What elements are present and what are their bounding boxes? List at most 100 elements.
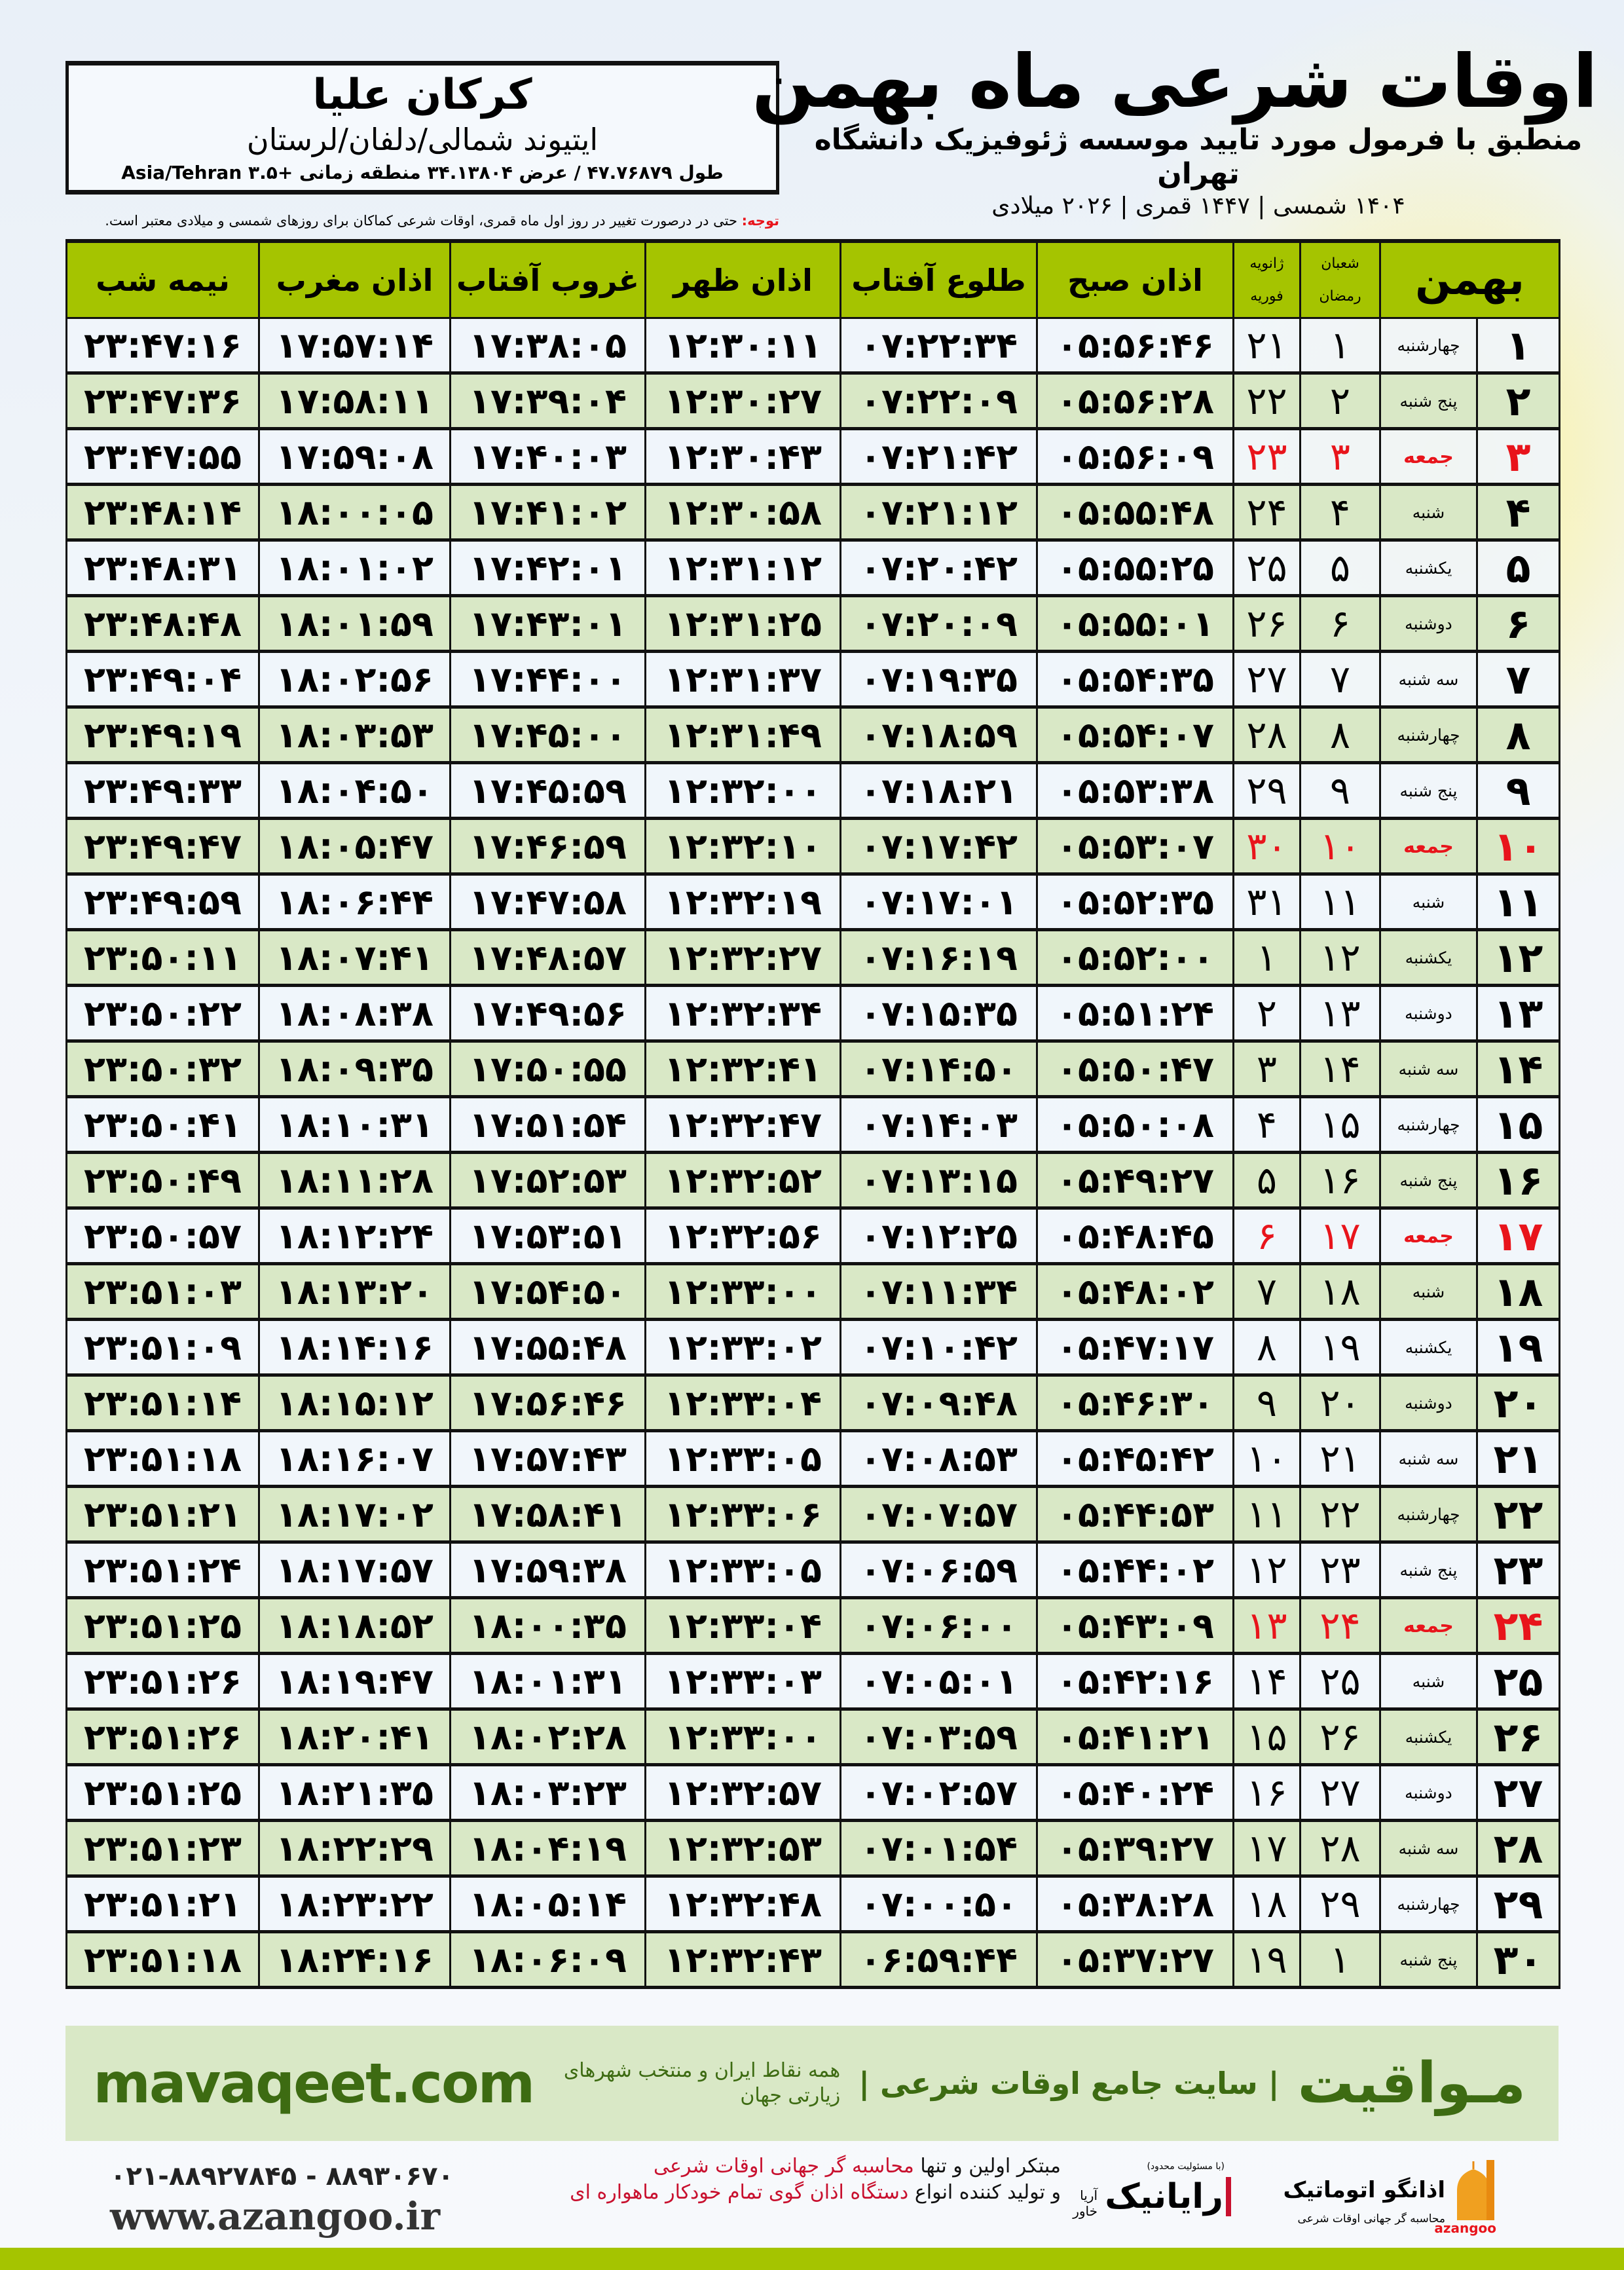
cell-weekday: یکشنبه	[1379, 929, 1478, 987]
table-row: ۲۵ شنبه ۲۵ ۱۴ ۰۵:۴۲:۱۶ ۰۷:۰۵:۰۱ ۱۲:۳۳:۰۳ ۱۸:۰۱:…	[65, 1653, 1560, 1711]
cell-day: ۲	[1476, 373, 1560, 430]
cell-fajr: ۰۵:۵۶:۰۹	[1036, 428, 1234, 486]
cell-dhuhr: ۱۲:۳۲:۱۰	[644, 818, 841, 876]
cell-maghrib: ۱۸:۲۲:۲۹	[258, 1820, 451, 1878]
cell-hijri: ۲۳	[1299, 1542, 1381, 1599]
azangoo-website[interactable]: www.azangoo.ir	[110, 2194, 441, 2239]
cell-midnight: ۲۳:۵۰:۴۱	[65, 1096, 260, 1154]
cell-day: ۱	[1476, 318, 1560, 375]
cell-midnight: ۲۳:۵۰:۵۷	[65, 1208, 260, 1265]
cell-weekday: چهارشنبه	[1379, 318, 1478, 375]
year-dates: ۱۴۰۴ شمسی | ۱۴۴۷ قمری | ۲۰۲۶ میلادی	[991, 193, 1405, 219]
cell-weekday: چهارشنبه	[1379, 1096, 1478, 1154]
cell-sunset: ۱۸:۰۱:۳۱	[449, 1653, 646, 1711]
cell-greg: ۷	[1232, 1263, 1301, 1321]
cell-dhuhr: ۱۲:۳۳:۰۴	[644, 1375, 841, 1432]
page-header: اوقات شرعی ماه بهمن منطبق با فرمول مورد …	[752, 41, 1598, 221]
cell-day: ۴	[1476, 484, 1560, 542]
cell-hijri: ۱۳	[1299, 985, 1381, 1043]
cell-sunrise: ۰۷:۰۹:۴۸	[840, 1375, 1038, 1432]
cell-greg: ۱۴	[1232, 1653, 1301, 1711]
cell-sunrise: ۰۷:۰۸:۵۳	[840, 1430, 1038, 1488]
cell-fajr: ۰۵:۴۲:۱۶	[1036, 1653, 1234, 1711]
cell-fajr: ۰۵:۵۶:۲۸	[1036, 373, 1234, 430]
cell-dhuhr: ۱۲:۳۲:۵۶	[644, 1208, 841, 1265]
cell-sunset: ۱۷:۵۴:۵۰	[449, 1263, 646, 1321]
cell-sunset: ۱۷:۴۰:۰۳	[449, 428, 646, 486]
notice-text: حتی در درصورت تغییر در روز اول ماه قمری،…	[105, 213, 742, 229]
cell-greg: ۲	[1232, 985, 1301, 1043]
cell-sunrise: ۰۷:۱۷:۰۱	[840, 874, 1038, 931]
header-greg-bottom: فوریه	[1250, 288, 1283, 305]
cell-sunrise: ۰۷:۱۵:۳۵	[840, 985, 1038, 1043]
cell-fajr: ۰۵:۵۱:۲۴	[1036, 985, 1234, 1043]
cell-sunset: ۱۷:۵۰:۵۵	[449, 1041, 646, 1098]
cell-fajr: ۰۵:۵۵:۴۸	[1036, 484, 1234, 542]
cell-greg: ۱۷	[1232, 1820, 1301, 1878]
cell-fajr: ۰۵:۴۸:۴۵	[1036, 1208, 1234, 1265]
cell-day: ۵	[1476, 540, 1560, 597]
cell-sunset: ۱۸:۰۴:۱۹	[449, 1820, 646, 1878]
cell-sunset: ۱۷:۴۱:۰۲	[449, 484, 646, 542]
cell-day: ۲۹	[1476, 1876, 1560, 1933]
cell-maghrib: ۱۸:۰۲:۵۶	[258, 651, 451, 709]
cell-weekday: جمعه	[1379, 1208, 1478, 1265]
notice-label: توجه:	[741, 213, 779, 229]
cell-dhuhr: ۱۲:۳۰:۵۸	[644, 484, 841, 542]
cell-sunrise: ۰۷:۰۶:۰۰	[840, 1597, 1038, 1655]
table-row: ۷ سه شنبه ۷ ۲۷ ۰۵:۵۴:۳۵ ۰۷:۱۹:۳۵ ۱۲:۳۱:۳۷ ۱۷:۴۴…	[65, 651, 1560, 709]
cell-maghrib: ۱۸:۱۶:۰۷	[258, 1430, 451, 1488]
table-row: ۲۳ پنج شنبه ۲۳ ۱۲ ۰۵:۴۴:۰۲ ۰۷:۰۶:۵۹ ۱۲:۳۳:۰۵ ۱۷…	[65, 1542, 1560, 1599]
cell-sunset: ۱۷:۵۸:۴۱	[449, 1486, 646, 1544]
cell-day: ۱۵	[1476, 1096, 1560, 1154]
location-region: ایتیوند شمالی/دلفان/لرستان	[246, 122, 599, 157]
cell-weekday: شنبه	[1379, 484, 1478, 542]
header-hijri-bottom: رمضان	[1319, 288, 1361, 305]
cell-sunset: ۱۷:۴۳:۰۱	[449, 595, 646, 653]
cell-sunset: ۱۷:۵۶:۴۶	[449, 1375, 646, 1432]
cell-sunrise: ۰۶:۵۹:۴۴	[840, 1931, 1038, 1989]
cell-maghrib: ۱۸:۱۹:۴۷	[258, 1653, 451, 1711]
table-row: ۱۹ یکشنبه ۱۹ ۸ ۰۵:۴۷:۱۷ ۰۷:۱۰:۴۲ ۱۲:۳۳:۰۲ ۱۷:۵۵…	[65, 1319, 1560, 1377]
cell-midnight: ۲۳:۵۱:۲۵	[65, 1764, 260, 1822]
cell-sunrise: ۰۷:۲۰:۴۲	[840, 540, 1038, 597]
cell-maghrib: ۱۸:۲۰:۴۱	[258, 1709, 451, 1766]
header-gregorian: ژانویه فوریه	[1232, 239, 1301, 319]
cell-weekday: شنبه	[1379, 874, 1478, 931]
cell-sunset: ۱۷:۴۲:۰۱	[449, 540, 646, 597]
cell-sunrise: ۰۷:۱۷:۴۲	[840, 818, 1038, 876]
cell-dhuhr: ۱۲:۳۳:۰۳	[644, 1653, 841, 1711]
cell-maghrib: ۱۸:۰۱:۰۲	[258, 540, 451, 597]
cell-maghrib: ۱۸:۲۴:۱۶	[258, 1931, 451, 1989]
cell-midnight: ۲۳:۴۹:۴۷	[65, 818, 260, 876]
cell-greg: ۶	[1232, 1208, 1301, 1265]
cell-day: ۸	[1476, 707, 1560, 764]
cell-day: ۲۲	[1476, 1486, 1560, 1544]
cell-greg: ۱۶	[1232, 1764, 1301, 1822]
location-coordinates: طول ۴۷.۷۶۸۷۹ / عرض ۳۴.۱۳۸۰۴ منطقه زمانی …	[121, 162, 724, 183]
site-url[interactable]: mavaqeet.com	[93, 2051, 535, 2115]
cell-sunset: ۱۷:۴۴:۰۰	[449, 651, 646, 709]
cell-day: ۳	[1476, 428, 1560, 486]
cell-weekday: چهارشنبه	[1379, 1486, 1478, 1544]
cell-weekday: پنج شنبه	[1379, 1152, 1478, 1210]
cell-weekday: جمعه	[1379, 818, 1478, 876]
cell-hijri: ۷	[1299, 651, 1381, 709]
table-row: ۱۷ جمعه ۱۷ ۶ ۰۵:۴۸:۴۵ ۰۷:۱۲:۲۵ ۱۲:۳۲:۵۶ ۱۷:۵۳:۵…	[65, 1208, 1560, 1265]
cell-maghrib: ۱۸:۰۷:۴۱	[258, 929, 451, 987]
cell-midnight: ۲۳:۵۰:۱۱	[65, 929, 260, 987]
cell-sunset: ۱۷:۵۹:۳۸	[449, 1542, 646, 1599]
cell-greg: ۲۳	[1232, 428, 1301, 486]
promo-line-1-highlight: محاسبه گر جهانی اوقات شرعی	[654, 2155, 914, 2178]
cell-midnight: ۲۳:۵۰:۳۲	[65, 1041, 260, 1098]
cell-fajr: ۰۵:۵۰:۰۸	[1036, 1096, 1234, 1154]
cell-greg: ۳۱	[1232, 874, 1301, 931]
cell-maghrib: ۱۸:۱۸:۵۲	[258, 1597, 451, 1655]
rayanik-logo: (با مسئولیت محدود) رایانیک آریا خاور	[1073, 2161, 1231, 2233]
azangoo-latin: azangoo	[1434, 2220, 1496, 2236]
cell-midnight: ۲۳:۴۹:۵۹	[65, 874, 260, 931]
cell-midnight: ۲۳:۵۱:۲۶	[65, 1709, 260, 1766]
cell-fajr: ۰۵:۳۹:۲۷	[1036, 1820, 1234, 1878]
table-row: ۱ چهارشنبه ۱ ۲۱ ۰۵:۵۶:۴۶ ۰۷:۲۲:۳۴ ۱۲:۳۰:۱۱ ۱۷:۳…	[65, 318, 1560, 375]
cell-maghrib: ۱۸:۱۱:۲۸	[258, 1152, 451, 1210]
